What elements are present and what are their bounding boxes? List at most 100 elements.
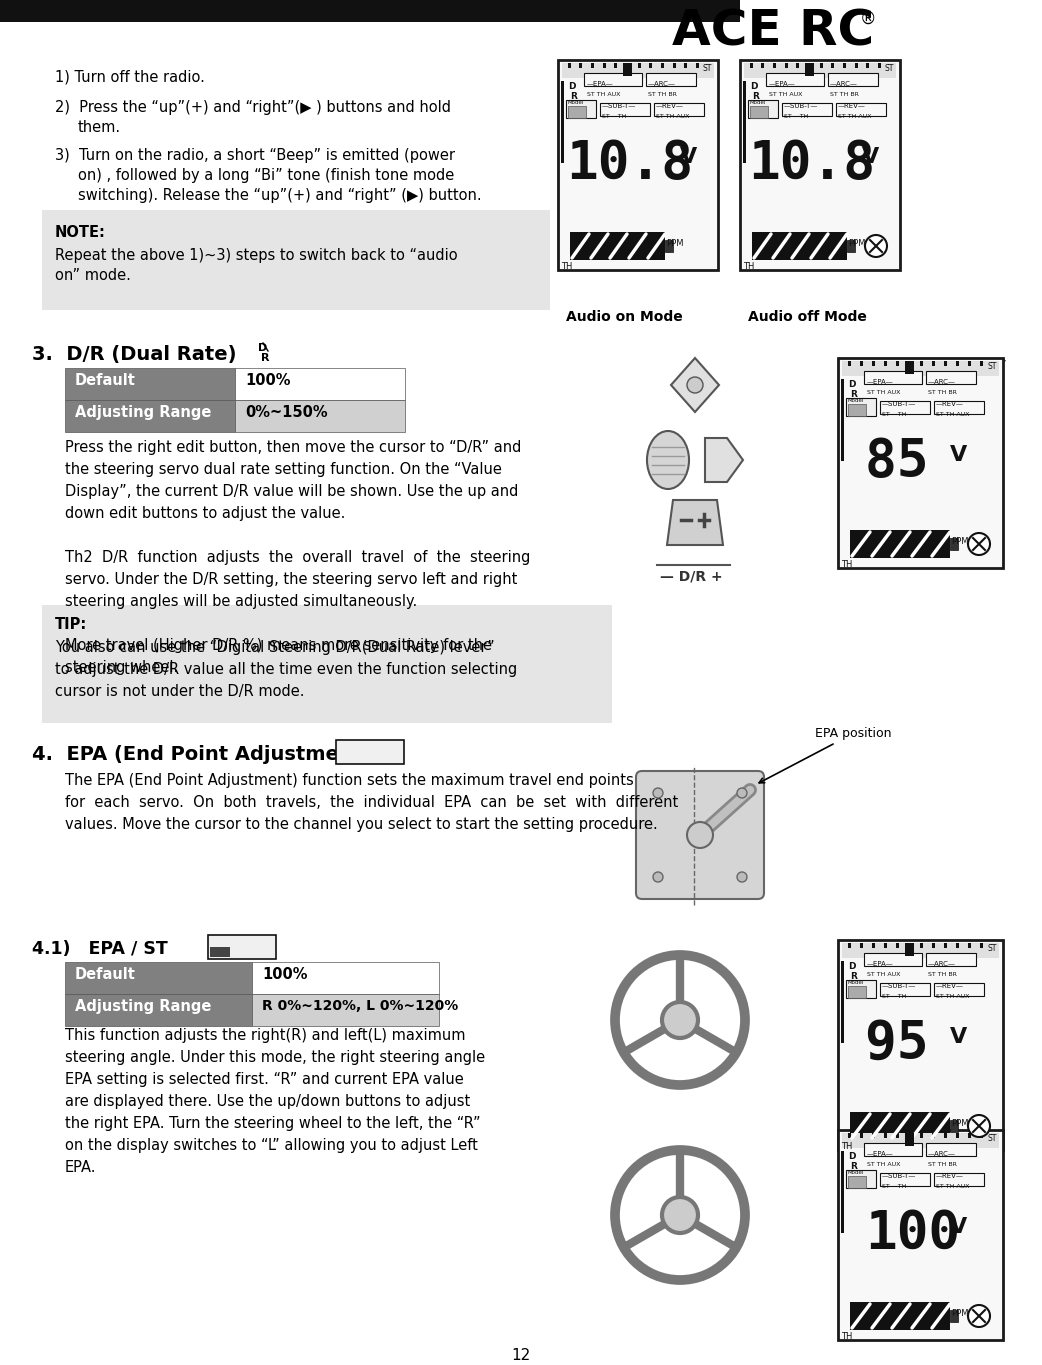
Bar: [665, 240, 673, 253]
Bar: [750, 106, 768, 117]
Text: R: R: [850, 972, 857, 981]
Bar: [842, 1133, 999, 1148]
Text: The EPA (End Point Adjustment) function sets the maximum travel end points: The EPA (End Point Adjustment) function …: [65, 773, 634, 788]
Bar: [979, 943, 983, 949]
Text: values. Move the cursor to the channel you select to start the setting procedure: values. Move the cursor to the channel y…: [65, 818, 658, 833]
Text: ST: ST: [988, 945, 997, 953]
Text: ST TH AUX: ST TH AUX: [769, 91, 802, 97]
Text: EPA: EPA: [239, 940, 254, 949]
Text: This function adjusts the right(R) and left(L) maximum: This function adjusts the right(R) and l…: [65, 1028, 466, 1043]
Bar: [932, 943, 935, 949]
Text: steering angle. Under this mode, the right steering angle: steering angle. Under this mode, the rig…: [65, 1050, 486, 1065]
Bar: [920, 1133, 923, 1138]
Bar: [808, 63, 811, 71]
Bar: [568, 106, 586, 117]
Text: ST TH BR: ST TH BR: [830, 91, 859, 97]
Bar: [880, 983, 931, 996]
Bar: [860, 1133, 863, 1138]
Text: Audio off Mode: Audio off Mode: [748, 310, 867, 324]
Bar: [848, 943, 851, 949]
Bar: [850, 1112, 950, 1140]
Text: EPA position: EPA position: [760, 728, 892, 784]
Bar: [850, 1302, 950, 1330]
Circle shape: [662, 1002, 698, 1037]
Text: —EPA—: —EPA—: [867, 961, 894, 966]
Text: —EPA—: —EPA—: [867, 379, 894, 385]
Text: 1) Turn off the radio.: 1) Turn off the radio.: [55, 70, 205, 85]
Bar: [336, 740, 404, 764]
Text: ST TH AUX: ST TH AUX: [656, 115, 690, 119]
Bar: [848, 404, 866, 416]
Bar: [561, 81, 564, 162]
Bar: [979, 360, 983, 366]
Text: Default: Default: [75, 373, 135, 388]
Text: Model: Model: [848, 980, 865, 986]
Bar: [773, 63, 776, 68]
Text: are displayed there. Use the up/down buttons to adjust: are displayed there. Use the up/down but…: [65, 1093, 470, 1108]
Text: ST TH AUX: ST TH AUX: [936, 1183, 969, 1189]
Circle shape: [737, 872, 747, 882]
Text: switching). Release the “up”(+) and “right” (▶) button.: switching). Release the “up”(+) and “rig…: [78, 188, 481, 203]
Bar: [566, 100, 596, 117]
Bar: [752, 232, 847, 259]
Bar: [932, 1133, 935, 1138]
Bar: [744, 63, 896, 78]
Bar: [828, 72, 878, 86]
Bar: [796, 63, 799, 68]
Circle shape: [662, 1197, 698, 1233]
Text: Audio on Mode: Audio on Mode: [566, 310, 683, 324]
Text: EPA: EPA: [363, 745, 378, 753]
Bar: [42, 605, 612, 723]
Text: —EPA—: —EPA—: [769, 81, 796, 87]
Bar: [782, 102, 832, 116]
Bar: [950, 1121, 958, 1132]
Bar: [65, 400, 235, 431]
Text: R: R: [850, 390, 857, 399]
Text: V: V: [950, 1218, 968, 1237]
Bar: [934, 401, 984, 414]
Text: ®: ®: [860, 10, 876, 29]
Text: ST    TH: ST TH: [784, 115, 809, 119]
Text: EPA setting is selected first. “R” and current EPA value: EPA setting is selected first. “R” and c…: [65, 1072, 464, 1087]
Text: ST TH AUX: ST TH AUX: [838, 115, 871, 119]
Text: D: D: [848, 1152, 855, 1162]
Circle shape: [968, 532, 990, 556]
Text: ST    TH: ST TH: [882, 994, 907, 999]
Text: ST: ST: [216, 951, 224, 957]
Bar: [843, 63, 846, 68]
Bar: [0, 0, 740, 22]
Bar: [905, 1133, 914, 1147]
Bar: [836, 102, 886, 116]
Bar: [934, 983, 984, 996]
Text: —ARC—: —ARC—: [928, 1151, 956, 1158]
Text: R: R: [752, 91, 759, 101]
Circle shape: [653, 872, 663, 882]
Text: Model: Model: [848, 1170, 865, 1175]
Bar: [855, 63, 858, 68]
Bar: [848, 986, 866, 998]
Bar: [896, 943, 899, 949]
Text: —ARC—: —ARC—: [830, 81, 858, 87]
Bar: [846, 1170, 876, 1188]
Text: PPM: PPM: [951, 538, 968, 546]
Text: More travel (Higher D/R %) means more sensitivity for the: More travel (Higher D/R %) means more se…: [65, 637, 492, 652]
Text: 3.  D/R (Dual Rate): 3. D/R (Dual Rate): [32, 345, 243, 364]
Circle shape: [968, 1115, 990, 1137]
Bar: [584, 72, 642, 86]
Text: TH  AUX: TH AUX: [240, 951, 265, 956]
Bar: [654, 102, 704, 116]
Text: Model: Model: [848, 399, 865, 403]
Ellipse shape: [647, 431, 689, 489]
Polygon shape: [705, 438, 743, 482]
Bar: [696, 63, 699, 68]
Text: 10.8: 10.8: [567, 138, 694, 190]
Text: ST TH AUX: ST TH AUX: [587, 91, 620, 97]
Bar: [905, 943, 914, 955]
Bar: [841, 1151, 844, 1233]
Text: on) , followed by a long “Bi” tone (finish tone mode: on) , followed by a long “Bi” tone (fini…: [78, 168, 454, 183]
Text: —SUB-T—: —SUB-T—: [784, 102, 818, 109]
Bar: [880, 1173, 931, 1186]
Text: V: V: [950, 445, 968, 465]
Text: —ARC—: —ARC—: [928, 961, 956, 966]
Text: %: %: [986, 1275, 1003, 1293]
